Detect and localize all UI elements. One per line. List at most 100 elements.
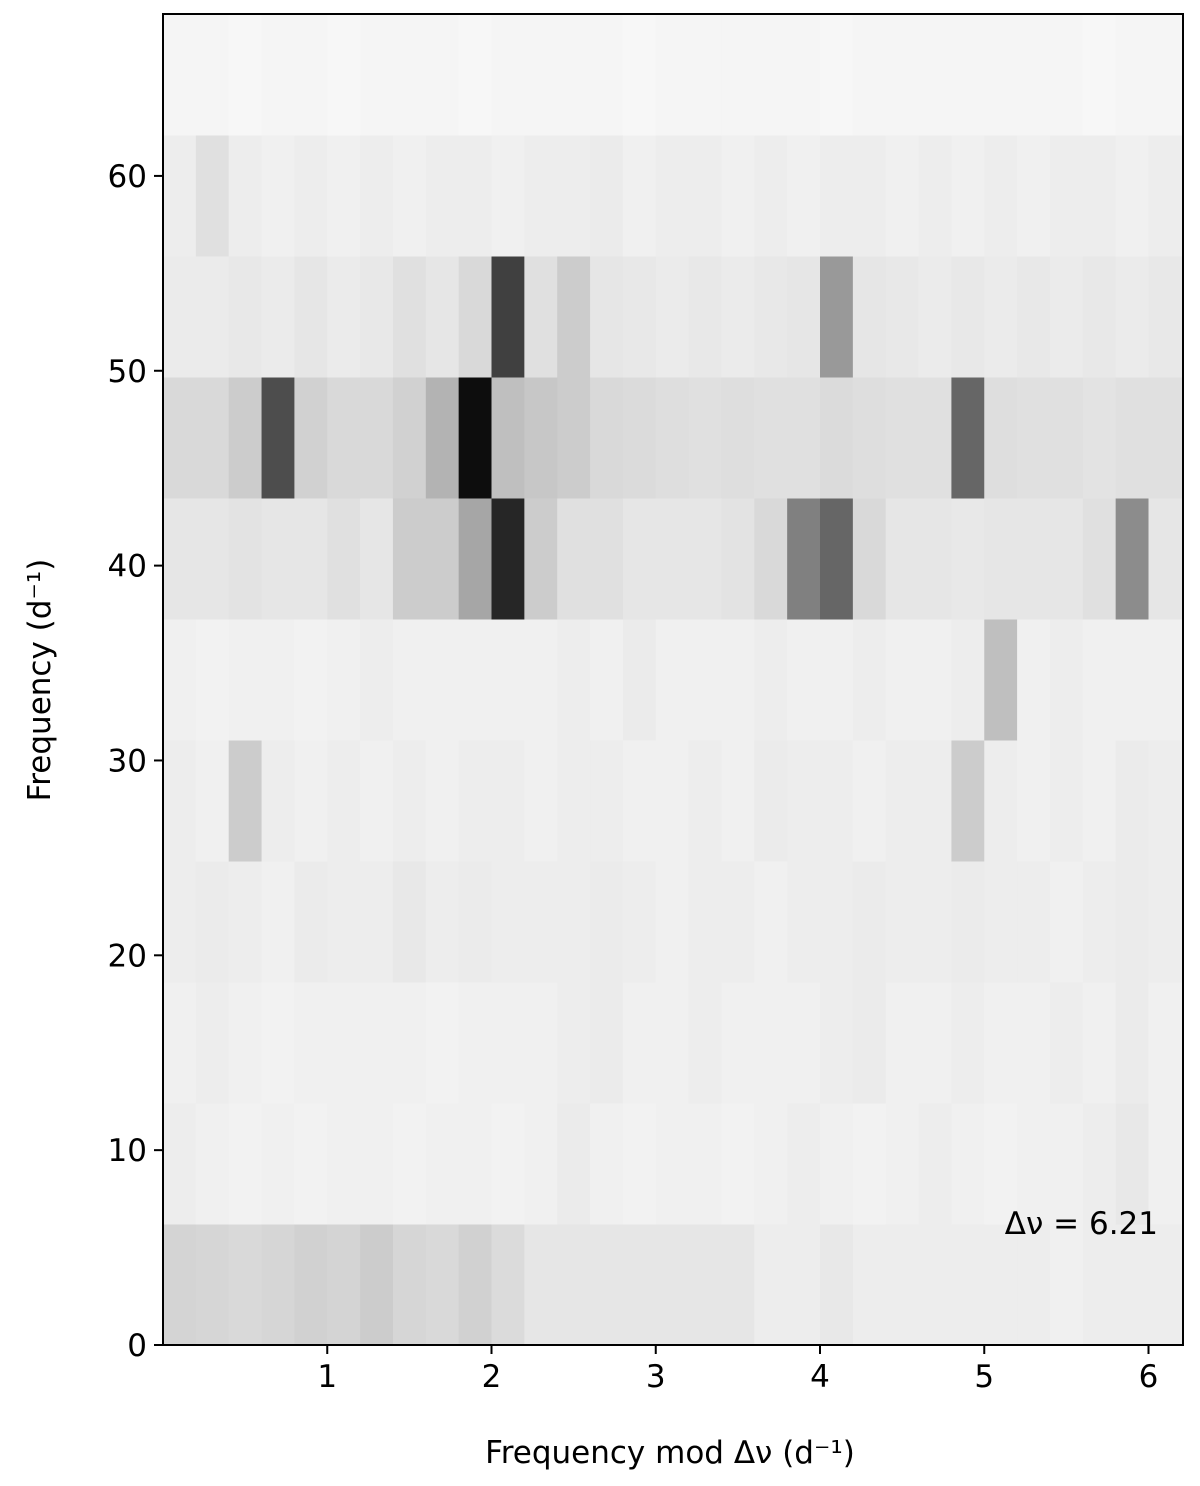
heat-cell (787, 982, 821, 1104)
y-tick-label: 20 (108, 938, 147, 974)
heat-cell (261, 256, 295, 378)
heat-cell (524, 740, 558, 862)
heat-cell (392, 740, 427, 862)
heat-cell (491, 1224, 525, 1346)
heat-cell (294, 740, 328, 862)
heat-cell (655, 1103, 690, 1225)
heat-cell (918, 982, 952, 1104)
heat-cell (425, 740, 460, 862)
heat-cell (787, 619, 821, 741)
heat-cell (458, 982, 493, 1104)
heat-cell (1017, 377, 1051, 499)
heat-cell (885, 135, 920, 257)
heat-cell (1115, 982, 1150, 1104)
heat-cell (885, 740, 920, 862)
heat-cell (491, 256, 525, 378)
heat-cell (261, 1103, 295, 1225)
heat-cell (524, 377, 558, 499)
heat-cell (228, 861, 263, 983)
heat-cell (261, 377, 295, 499)
heat-cell (557, 1224, 591, 1346)
y-tick-label: 0 (127, 1328, 147, 1364)
heat-cell (820, 619, 854, 741)
heat-cell (1082, 377, 1117, 499)
heat-cell (524, 1103, 558, 1225)
heat-cell (163, 135, 197, 257)
heat-cell (195, 1103, 230, 1225)
heat-cell (524, 498, 558, 620)
heat-cell (1115, 377, 1150, 499)
heat-cell (425, 861, 460, 983)
x-tick-label: 5 (974, 1359, 994, 1395)
heat-cell (852, 861, 887, 983)
heat-cell (1148, 135, 1184, 257)
heat-cell (984, 377, 1018, 499)
heat-cell (885, 1103, 920, 1225)
heat-cell (688, 861, 722, 983)
heat-cell (688, 982, 722, 1104)
heat-cell (1148, 14, 1184, 136)
heat-cell (951, 619, 985, 741)
heat-cell (524, 135, 558, 257)
heat-cell (688, 498, 722, 620)
heat-cell (918, 14, 952, 136)
heat-cell (327, 619, 361, 741)
heat-cell (918, 498, 952, 620)
heat-cell (787, 1103, 821, 1225)
heat-cell (360, 619, 394, 741)
heat-cell (294, 135, 328, 257)
heat-cell (360, 982, 394, 1104)
heat-cell (590, 1224, 624, 1346)
heat-cell (951, 1224, 985, 1346)
heat-cell (228, 498, 263, 620)
heat-cell (1115, 135, 1150, 257)
heat-cell (984, 740, 1018, 862)
heat-cell (195, 377, 230, 499)
heat-cell (294, 1224, 328, 1346)
heat-cell (885, 256, 920, 378)
heat-cell (228, 135, 263, 257)
heat-cell (852, 1103, 887, 1225)
heat-cell (852, 256, 887, 378)
heat-cell (1148, 861, 1184, 983)
heat-cell (425, 1224, 460, 1346)
heat-cell (425, 498, 460, 620)
heat-cell (787, 256, 821, 378)
heat-cell (1115, 1224, 1150, 1346)
heat-cell (524, 14, 558, 136)
heat-cell (918, 861, 952, 983)
heat-cell (524, 861, 558, 983)
heat-cell (491, 861, 525, 983)
heat-cell (228, 1224, 263, 1346)
heat-cell (754, 377, 788, 499)
heat-cell (360, 256, 394, 378)
heat-cell (1115, 14, 1150, 136)
heat-cell (951, 135, 985, 257)
heat-cell (754, 498, 788, 620)
heat-cell (984, 256, 1018, 378)
heat-cell (754, 619, 788, 741)
heat-cell (1049, 377, 1084, 499)
heat-cell (622, 619, 657, 741)
heat-cell (590, 740, 624, 862)
heat-cell (228, 377, 263, 499)
heat-cell (392, 14, 427, 136)
heat-cell (458, 1224, 493, 1346)
heat-cell (294, 498, 328, 620)
heat-cell (557, 377, 591, 499)
heat-cell (163, 256, 197, 378)
heat-cell (261, 498, 295, 620)
heat-cell (491, 498, 525, 620)
heat-cell (195, 740, 230, 862)
heat-cell (721, 498, 755, 620)
heat-cell (261, 861, 295, 983)
heat-cell (688, 377, 722, 499)
heat-cell (1049, 861, 1084, 983)
heat-cell (688, 740, 722, 862)
heat-cell (425, 135, 460, 257)
heat-cell (458, 135, 493, 257)
heat-cell (655, 377, 690, 499)
heat-cell (195, 498, 230, 620)
heat-cell (1115, 861, 1150, 983)
heat-cell (261, 619, 295, 741)
